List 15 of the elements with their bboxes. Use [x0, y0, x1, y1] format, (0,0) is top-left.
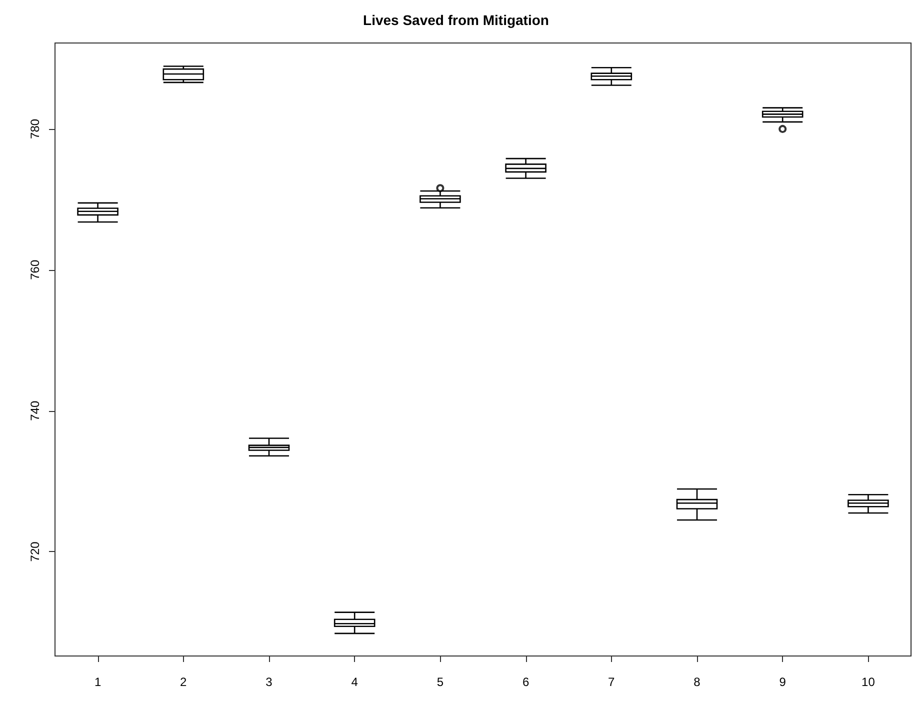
x-tick-label: 8 — [694, 675, 701, 689]
x-tick-label: 10 — [862, 675, 876, 689]
y-tick-label: 780 — [28, 118, 42, 139]
y-tick-label: 760 — [28, 260, 42, 280]
x-tick-label: 7 — [608, 675, 616, 689]
x-tick-label: 3 — [266, 675, 273, 689]
x-tick-label: 2 — [180, 675, 188, 689]
chart-title: Lives Saved from Mitigation — [363, 12, 549, 28]
x-tick-label: 4 — [351, 675, 358, 689]
x-tick-label: 5 — [436, 675, 444, 689]
y-tick-label: 740 — [28, 400, 42, 421]
y-tick-label: 720 — [28, 541, 42, 562]
x-tick-label: 6 — [522, 675, 530, 689]
x-tick-label: 1 — [94, 675, 102, 689]
x-tick-label: 9 — [779, 675, 786, 689]
